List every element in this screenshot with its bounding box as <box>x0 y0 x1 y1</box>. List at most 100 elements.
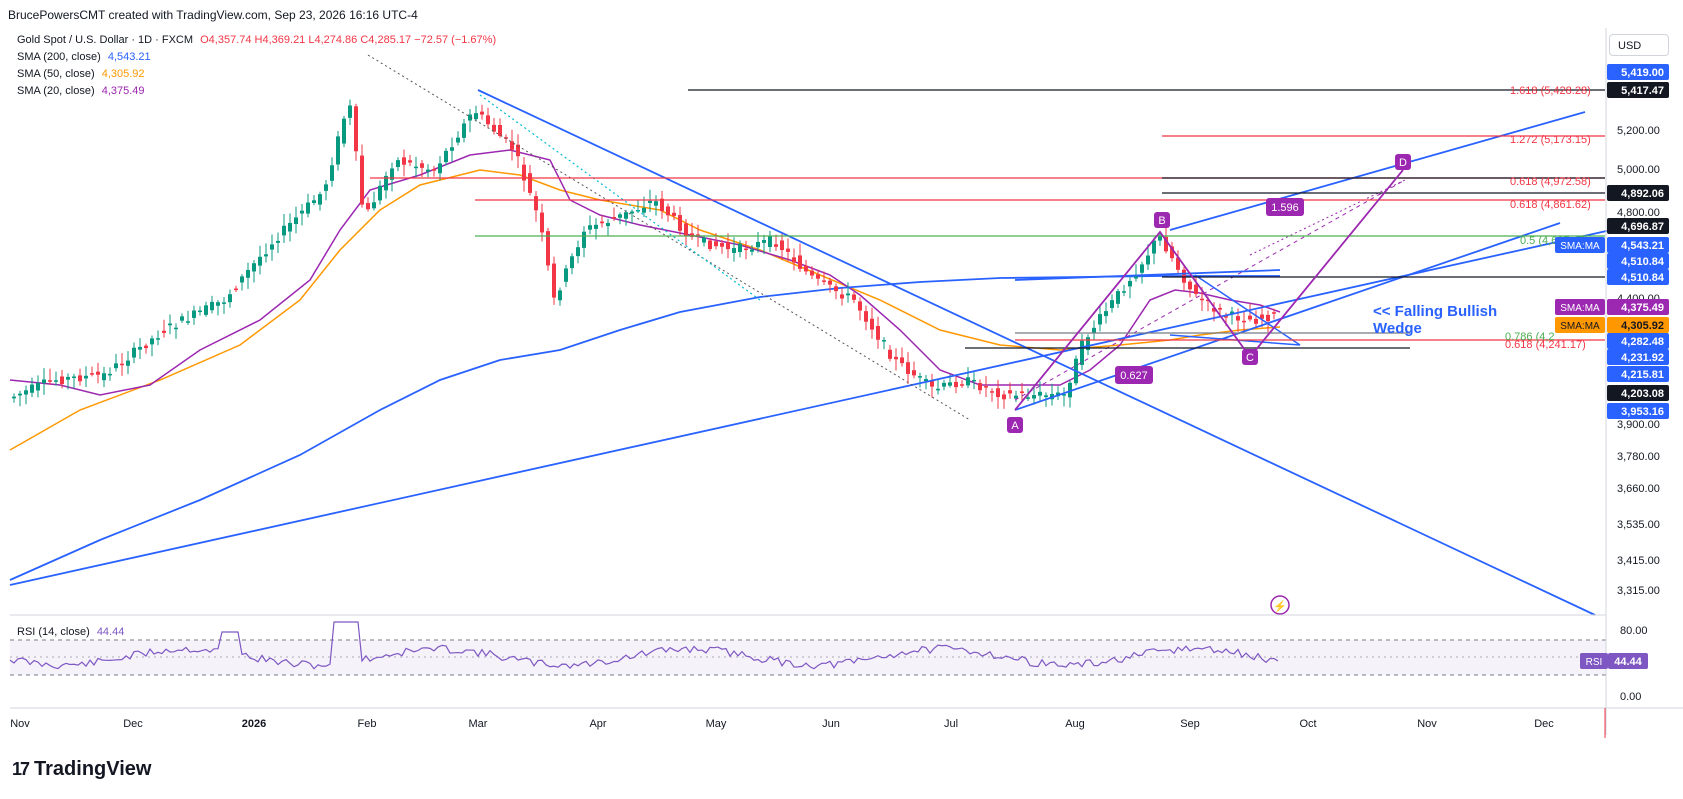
price-badge <box>1607 403 1669 419</box>
candle-body <box>318 194 322 205</box>
candle-body <box>402 157 406 165</box>
candle-body <box>1068 382 1072 398</box>
sma50-label: SMA (50, close) <box>17 68 95 80</box>
candle-body <box>906 362 910 374</box>
candle-body <box>456 137 460 143</box>
currency-button[interactable]: USD <box>1609 34 1669 56</box>
ratio-label: 0.627 <box>1120 370 1148 382</box>
candle-body <box>30 384 34 393</box>
legend-rsi[interactable]: RSI (14, close) 44.44 <box>17 626 124 638</box>
price-badges: 5,419.00 5,417.47 4,892.06 4,696.87 4,543.21… <box>1555 64 1669 669</box>
candle-body <box>684 223 688 237</box>
candle-body <box>1272 312 1276 314</box>
candle-body <box>216 302 220 306</box>
candle-body <box>1218 307 1222 310</box>
lightning-icon <box>1270 595 1290 615</box>
candle-body <box>786 248 790 252</box>
candle-body <box>996 388 1000 398</box>
sma20-value: 4,375.49 <box>101 85 145 97</box>
candle-body <box>792 257 796 263</box>
candle-body <box>504 137 508 139</box>
candle-body <box>738 243 742 253</box>
candle-body <box>834 286 838 292</box>
candle-body <box>1128 280 1132 287</box>
candle-body <box>978 383 982 391</box>
candle-body <box>642 207 646 213</box>
tradingview-logo: 17 TradingView <box>12 758 151 781</box>
candle-body <box>102 373 106 381</box>
cyan-dotted <box>479 94 761 301</box>
candle-body <box>810 270 814 276</box>
pattern-point-badge <box>1242 349 1258 365</box>
price-badge-label: 5,419.00 <box>1621 67 1664 79</box>
channel-line <box>1014 269 1281 281</box>
candle-body <box>600 221 604 224</box>
price-badge-label: 4,696.87 <box>1621 221 1664 233</box>
candle-body <box>882 340 886 342</box>
candle-body <box>1062 394 1066 396</box>
candle-body <box>312 200 316 204</box>
candle-body <box>606 222 610 227</box>
x-tick-label: Mar <box>469 718 488 730</box>
rsi-badge-label: 44.44 <box>1614 656 1642 668</box>
candle-body <box>1146 255 1150 265</box>
candle-body <box>840 294 844 299</box>
candle-body <box>1092 327 1096 333</box>
fib-label: 0.618 (4,241.17) <box>1505 339 1586 351</box>
x-tick-label: Dec <box>1534 718 1554 730</box>
price-badge <box>1607 218 1669 234</box>
candle-body <box>486 115 490 125</box>
legend-sma200[interactable]: SMA (200, close) 4,543.21 <box>17 51 151 63</box>
rsi-label: RSI (14, close) <box>17 626 90 638</box>
candle-body <box>702 237 706 243</box>
candle-body <box>240 276 244 283</box>
candle-body <box>1002 394 1006 400</box>
falling-resistance-trendline <box>477 89 1596 616</box>
candle-body <box>930 380 934 387</box>
dotted-projection <box>1249 179 1406 256</box>
candle-body <box>1266 314 1270 322</box>
price-badge-label: 4,203.08 <box>1621 388 1664 400</box>
y-tick-label: 3,780.00 <box>1617 451 1660 463</box>
candle-body <box>126 360 130 366</box>
y-tick-label: 5,200.00 <box>1617 125 1660 137</box>
candle-body <box>1044 395 1048 398</box>
candle-body <box>156 338 160 340</box>
candle-body <box>336 136 340 165</box>
price-badge <box>1607 253 1669 269</box>
x-tick-label: Oct <box>1299 718 1316 730</box>
legend-sma50[interactable]: SMA (50, close) 4,305.92 <box>17 68 145 80</box>
candle-body <box>870 318 874 330</box>
y-tick-label: 4,800.00 <box>1617 207 1660 219</box>
candle-body <box>252 263 256 272</box>
fib-label: 1.618 (5,428.28) <box>1510 85 1591 97</box>
candle-body <box>804 265 808 272</box>
candle-body <box>858 301 862 311</box>
candle-body <box>366 203 370 210</box>
candle-body <box>414 166 418 169</box>
candle-body <box>948 382 952 386</box>
candle-body <box>1116 291 1120 304</box>
candle-body <box>462 123 466 138</box>
rsi-line <box>9 621 1279 670</box>
legend-sma20[interactable]: SMA (20, close) 4,375.49 <box>17 85 145 97</box>
candle-body <box>744 248 748 251</box>
candle-body <box>1020 391 1024 393</box>
candle-body <box>72 376 76 379</box>
candle-body <box>1038 391 1042 396</box>
candle-body <box>654 201 658 206</box>
ratio-label: 1.596 <box>1271 202 1299 214</box>
candle-body <box>24 390 28 395</box>
candle-body <box>522 164 526 181</box>
pattern-point-label: A <box>1011 420 1019 432</box>
drawings[interactable]: A B C D 1.596 0.627 1.618 (5,428.28) 1.272 (5,1… <box>9 54 1621 616</box>
candle-body <box>558 290 562 301</box>
indicator-tag <box>1555 317 1605 333</box>
candle-body <box>942 382 946 387</box>
candle-body <box>270 244 274 250</box>
candle-body <box>528 173 532 193</box>
symbol-title: Gold Spot / U.S. Dollar · 1D · FXCM <box>17 34 194 46</box>
candle-body <box>1248 315 1252 320</box>
candle-body <box>1122 291 1126 293</box>
